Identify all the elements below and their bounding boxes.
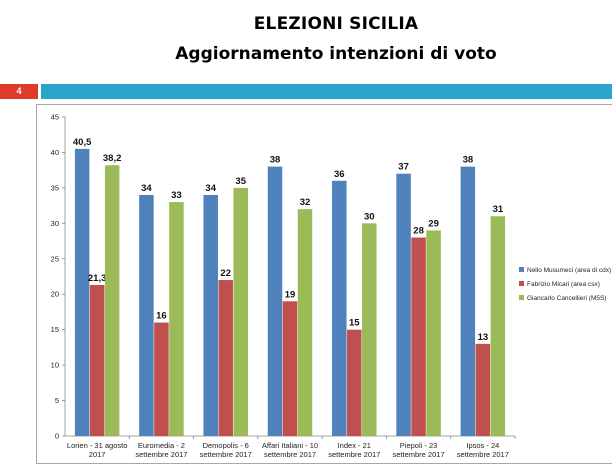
chart-frame: 0 5 10 15 20 25 30 35 40 45 40,5 21,3 38,2 Lorien - 3… xyxy=(36,104,612,464)
data-label: 40,5 xyxy=(73,137,92,148)
x-tick-label: settembre 2017 xyxy=(135,450,187,459)
data-label: 34 xyxy=(141,183,152,194)
data-label: 32 xyxy=(300,197,311,208)
bar xyxy=(104,165,120,436)
bar xyxy=(460,166,476,436)
y-tick-label: 25 xyxy=(51,254,59,263)
data-label: 19 xyxy=(285,289,296,300)
x-tick-label: 2017 xyxy=(89,450,106,459)
x-tick-label: settembre 2017 xyxy=(328,450,380,459)
bar xyxy=(267,166,283,436)
bar xyxy=(233,187,248,436)
data-label: 31 xyxy=(493,204,504,215)
y-tick-label: 35 xyxy=(51,183,59,192)
legend-swatch xyxy=(519,281,524,286)
legend-entry: Giancarlo Cancellieri (M5S) xyxy=(527,295,606,302)
bar-chart: 0 5 10 15 20 25 30 35 40 45 40,5 21,3 38,2 Lorien - 3… xyxy=(51,113,612,460)
bar xyxy=(89,285,105,436)
y-tick-label: 20 xyxy=(51,290,59,299)
bar xyxy=(74,148,90,436)
x-tick-label: settembre 2017 xyxy=(264,450,316,459)
data-label: 22 xyxy=(220,268,231,279)
x-tick-label: Index - 21 xyxy=(338,441,371,450)
data-label: 13 xyxy=(478,332,489,343)
bar xyxy=(218,280,233,436)
legend-swatch xyxy=(519,267,524,272)
data-label: 38 xyxy=(270,155,281,166)
bar xyxy=(154,322,169,436)
data-label: 34 xyxy=(205,183,216,194)
data-label: 36 xyxy=(334,169,345,180)
page-subtitle: Aggiornamento intenzioni di voto xyxy=(175,44,497,64)
page-number-box xyxy=(0,84,38,99)
data-label: 35 xyxy=(235,176,246,187)
bar xyxy=(139,194,154,436)
band-separator xyxy=(38,84,41,99)
bar xyxy=(332,180,347,436)
bar xyxy=(203,194,218,436)
y-tick-label: 10 xyxy=(51,361,59,370)
bar xyxy=(426,230,441,436)
bar xyxy=(411,237,426,436)
bar xyxy=(475,343,491,436)
x-tick-label: Ipsos - 24 xyxy=(466,441,499,450)
x-tick-label: Euromedia - 2 xyxy=(138,441,185,450)
data-label: 38 xyxy=(463,155,474,166)
bar xyxy=(169,202,184,436)
x-tick-label: settembre 2017 xyxy=(200,450,252,459)
header-band: 4 xyxy=(0,84,612,99)
data-label: 38,2 xyxy=(103,153,122,164)
legend-entry: Fabrizio Micari (area csx) xyxy=(527,281,600,288)
x-tick-label: settembre 2017 xyxy=(393,450,445,459)
data-label: 21,3 xyxy=(88,273,107,284)
data-label: 37 xyxy=(398,162,409,173)
x-tick-label: Lorien - 31 agosto xyxy=(67,441,127,450)
data-label: 33 xyxy=(171,190,182,201)
page-number: 4 xyxy=(16,86,22,96)
data-label: 15 xyxy=(349,318,360,329)
bar xyxy=(282,301,298,436)
page-title: ELEZIONI SICILIA xyxy=(253,14,419,34)
legend-entry: Nello Musumeci (area di cdx) xyxy=(527,267,611,274)
data-label: 29 xyxy=(428,218,439,229)
data-label: 28 xyxy=(413,226,424,237)
y-tick-label: 30 xyxy=(51,219,59,228)
x-tick-label: Demopolis - 6 xyxy=(203,441,249,450)
y-tick-label: 0 xyxy=(55,432,59,441)
x-tick-label: settembre 2017 xyxy=(457,450,509,459)
data-label: 30 xyxy=(364,211,375,222)
y-tick-label: 5 xyxy=(55,396,59,405)
bar xyxy=(396,173,411,436)
y-tick-label: 45 xyxy=(51,113,59,122)
data-label: 16 xyxy=(156,311,167,322)
y-tick-label: 15 xyxy=(51,325,59,334)
y-tick-label: 40 xyxy=(51,148,59,157)
bar xyxy=(362,223,377,436)
x-tick-label: Piepoli - 23 xyxy=(400,441,438,450)
bar xyxy=(347,329,362,436)
legend-swatch xyxy=(519,295,524,300)
bar xyxy=(490,216,506,436)
bar xyxy=(297,209,313,436)
x-tick-label: Affari Italiani - 10 xyxy=(262,441,318,450)
